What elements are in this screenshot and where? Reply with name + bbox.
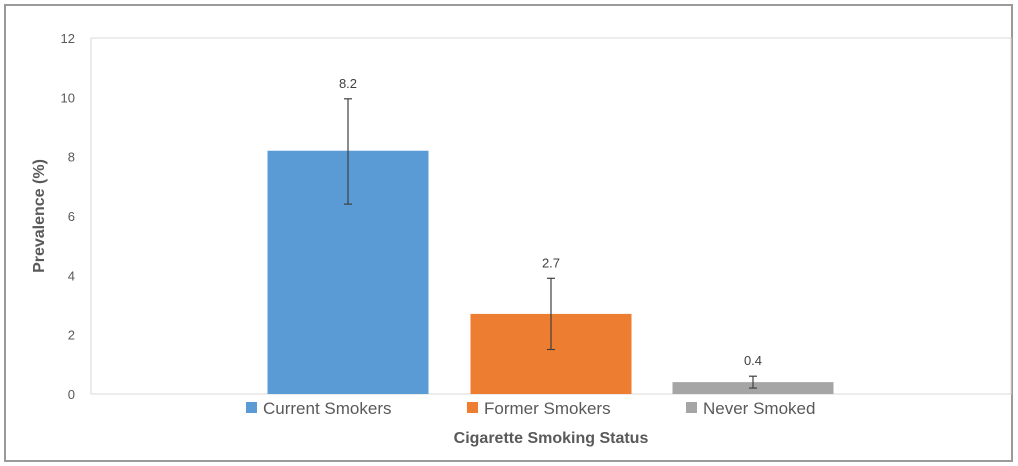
y-tick-label: 10 (61, 90, 75, 105)
legend-item: Current Smokers (246, 399, 391, 418)
legend-label: Current Smokers (263, 399, 391, 418)
legend-swatch (467, 402, 478, 413)
legend-swatch (246, 402, 257, 413)
y-tick-label: 6 (68, 209, 75, 224)
legend-item: Never Smoked (686, 399, 815, 418)
legend-label: Never Smoked (703, 399, 815, 418)
y-tick-label: 2 (68, 328, 75, 343)
legend-item: Former Smokers (467, 399, 611, 418)
error-bar (547, 277, 555, 351)
x-axis-title: Cigarette Smoking Status (454, 430, 649, 447)
y-tick-label: 12 (61, 31, 75, 46)
y-tick-label: 0 (68, 387, 75, 402)
error-bar (749, 375, 757, 389)
plot-area: 8.2 2.7 0.4 (90, 37, 1012, 395)
legend-label: Former Smokers (484, 399, 611, 418)
data-label: 0.4 (744, 353, 762, 368)
y-axis: 0 2 4 6 8 10 12 (61, 31, 75, 402)
error-bar (344, 98, 352, 205)
data-label: 2.7 (542, 255, 560, 270)
y-tick-label: 8 (68, 150, 75, 165)
data-label: 8.2 (339, 76, 357, 91)
legend: Current Smokers Former Smokers Never Smoke… (246, 399, 815, 418)
y-tick-label: 4 (68, 268, 75, 283)
y-axis-title: Prevalence (%) (31, 159, 48, 273)
legend-swatch (686, 402, 697, 413)
